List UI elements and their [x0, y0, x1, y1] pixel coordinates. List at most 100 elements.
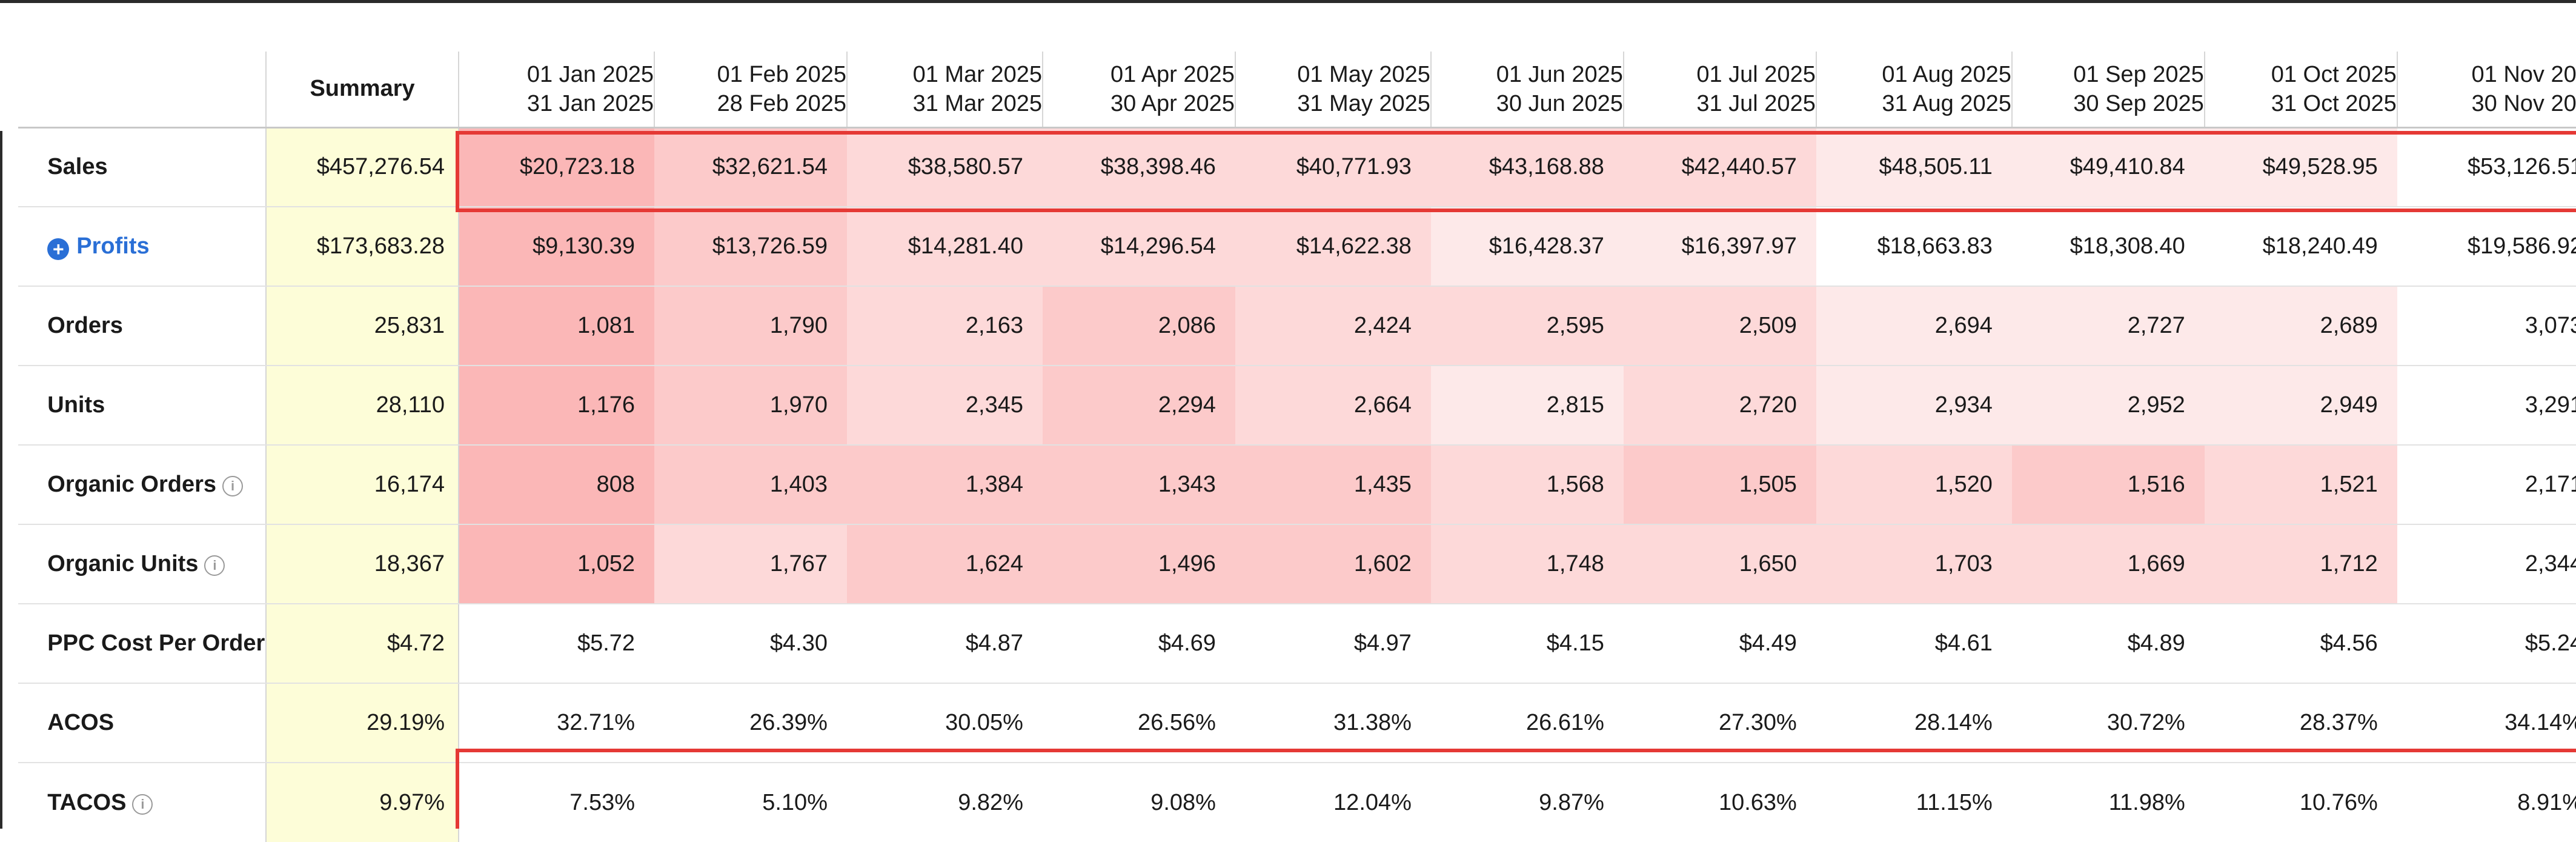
period-end: 28 Feb 2025	[717, 90, 846, 116]
value-cell: $4.30	[654, 604, 847, 684]
metric-row-ppc-cost-per-order: PPC Cost Per Order $4.72 $5.72 $4.30 $4.87 $4…	[0, 604, 2576, 684]
value-cell: $16,397.97	[1623, 207, 1816, 287]
info-icon[interactable]: i	[204, 555, 225, 576]
value-cell: $4.56	[2204, 604, 2397, 684]
value-cell: 2,949	[2204, 366, 2397, 446]
value-cell: $32,621.54	[654, 127, 847, 207]
period-end: 31 May 2025	[1297, 90, 1430, 116]
value-cell: 27.30%	[1623, 683, 1816, 763]
period-start: 01 Sep 2025	[2073, 61, 2204, 87]
value-cell: $5.24	[2397, 604, 2576, 684]
summary-cell: 25,831	[266, 286, 460, 366]
metric-row-organic-units: Organic Units i 18,367 1,052 1,767 1,624 1,496…	[0, 524, 2576, 604]
value-cell: $53,126.51	[2397, 127, 2576, 207]
period-start: 01 Apr 2025	[1110, 61, 1235, 87]
value-cell: $49,410.84	[2011, 127, 2205, 207]
value-cell: 30.72%	[2011, 683, 2205, 763]
period-head-6[interactable]: 01 Jul 2025 31 Jul 2025	[1623, 52, 1817, 129]
value-cell: 34.14%	[2397, 683, 2576, 763]
value-cell: 12.04%	[1235, 763, 1431, 842]
value-cell: $4.49	[1623, 604, 1816, 684]
value-cell: $20,723.18	[459, 127, 655, 207]
summary-cell: 29.19%	[266, 683, 460, 763]
value-cell: $4.61	[1816, 604, 2012, 684]
summary-cell: $457,276.54	[266, 127, 460, 207]
value-cell: 1,650	[1623, 524, 1816, 604]
value-cell: $49,528.95	[2204, 127, 2397, 207]
period-head-3[interactable]: 01 Apr 2025 30 Apr 2025	[1042, 52, 1236, 129]
value-cell: 1,703	[1816, 524, 2012, 604]
period-head-0[interactable]: 01 Jan 2025 31 Jan 2025	[459, 52, 656, 129]
period-start: 01 Jun 2025	[1496, 61, 1623, 87]
value-cell: 2,720	[1623, 366, 1816, 446]
row-label: Sales	[47, 154, 108, 180]
info-icon[interactable]: i	[132, 794, 153, 815]
period-start: 01 Oct 2025	[2271, 61, 2397, 87]
value-cell: 9.08%	[1042, 763, 1235, 842]
value-cell: 2,509	[1623, 286, 1816, 366]
row-label-cell: ACOS	[18, 683, 267, 763]
value-cell: 1,748	[1430, 524, 1624, 604]
row-label: Units	[47, 392, 105, 418]
value-cell: 11.15%	[1816, 763, 2012, 842]
value-cell: 2,694	[1816, 286, 2012, 366]
value-cell: 26.61%	[1430, 683, 1624, 763]
value-cell: 2,294	[1042, 366, 1235, 446]
value-cell: $40,771.93	[1235, 127, 1431, 207]
value-cell: 2,345	[846, 366, 1043, 446]
value-cell: 2,595	[1430, 286, 1624, 366]
row-label-cell: Organic Orders i	[18, 445, 267, 525]
period-head-4[interactable]: 01 May 2025 31 May 2025	[1235, 52, 1432, 129]
value-cell: $38,398.46	[1042, 127, 1235, 207]
plus-circle-icon[interactable]: +	[47, 238, 70, 260]
summary-cell: 18,367	[266, 524, 460, 604]
value-cell: $18,308.40	[2011, 207, 2205, 287]
row-label-cell: Sales	[18, 127, 267, 207]
period-head-1[interactable]: 01 Feb 2025 28 Feb 2025	[654, 52, 848, 129]
period-head-5[interactable]: 01 Jun 2025 30 Jun 2025	[1430, 52, 1624, 129]
info-icon[interactable]: i	[222, 476, 244, 496]
value-cell: 2,163	[846, 286, 1043, 366]
value-cell: $13,726.59	[654, 207, 847, 287]
value-cell: $18,240.49	[2204, 207, 2397, 287]
metric-row-tacos: TACOS i 9.97% 7.53% 5.10% 9.82% 9.08% 12.04% 9.8…	[0, 763, 2576, 842]
metric-column-head	[18, 52, 267, 129]
period-start: 01 Feb 2025	[717, 61, 846, 87]
value-cell: 2,952	[2011, 366, 2205, 446]
metric-row-sales: Sales $457,276.54 $20,723.18 $32,621.54 $38,…	[0, 127, 2576, 207]
value-cell: 2,344	[2397, 524, 2576, 604]
metric-row-profits: + Profits $173,683.28 $9,130.39 $13,726.59 $1…	[0, 207, 2576, 287]
period-end: 31 Oct 2025	[2271, 90, 2397, 116]
period-start: 01 May 2025	[1297, 61, 1430, 87]
period-head-7[interactable]: 01 Aug 2025 31 Aug 2025	[1816, 52, 2013, 129]
row-label: Organic Orders	[47, 472, 217, 497]
period-end: 30 Sep 2025	[2073, 90, 2204, 116]
summary-column-head[interactable]: Summary	[266, 52, 460, 129]
period-start: 01 Nov 2025	[2471, 61, 2576, 87]
value-cell: 9.87%	[1430, 763, 1624, 842]
header-row: Summary 01 Jan 2025 31 Jan 2025 01 Feb 20…	[0, 52, 2576, 129]
row-label[interactable]: Profits	[76, 233, 150, 259]
period-head-2[interactable]: 01 Mar 2025 31 Mar 2025	[846, 52, 1043, 129]
value-cell: 1,505	[1623, 445, 1816, 525]
row-label-cell[interactable]: + Profits	[18, 207, 267, 287]
period-start: 01 Aug 2025	[1882, 61, 2011, 87]
value-cell: 2,934	[1816, 366, 2012, 446]
period-head-8[interactable]: 01 Sep 2025 30 Sep 2025	[2011, 52, 2205, 129]
value-cell: $9,130.39	[459, 207, 655, 287]
value-cell: 1,669	[2011, 524, 2205, 604]
value-cell: $4.15	[1430, 604, 1624, 684]
value-cell: $4.97	[1235, 604, 1431, 684]
value-cell: 3,073	[2397, 286, 2576, 366]
value-cell: 5.10%	[654, 763, 847, 842]
row-label: PPC Cost Per Order	[47, 630, 265, 656]
period-head-9[interactable]: 01 Oct 2025 31 Oct 2025	[2204, 52, 2398, 129]
metric-row-orders: Orders 25,831 1,081 1,790 2,163 2,086 2,424 2,5…	[0, 286, 2576, 366]
period-end: 31 Mar 2025	[912, 90, 1042, 116]
row-label: ACOS	[47, 710, 115, 735]
metrics-table: Summary 01 Jan 2025 31 Jan 2025 01 Feb 20…	[0, 52, 2576, 842]
row-label: TACOS	[47, 789, 127, 815]
period-start: 01 Jul 2025	[1696, 61, 1816, 87]
period-head-10[interactable]: 01 Nov 2025 30 Nov 2025	[2397, 52, 2576, 129]
